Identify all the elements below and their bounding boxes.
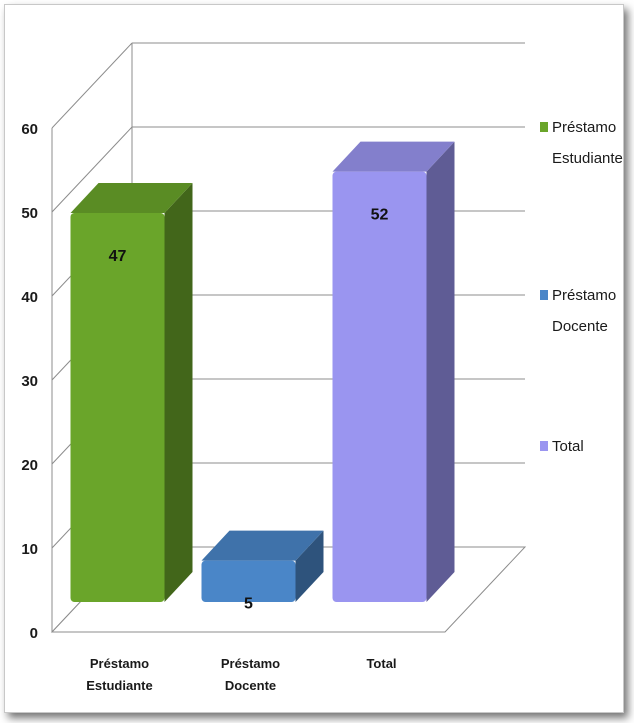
y-tick-label: 20 xyxy=(21,457,38,474)
legend-label: Docente xyxy=(552,318,608,335)
x-category-label: Total xyxy=(366,656,396,671)
x-category-label: Préstamo xyxy=(221,656,280,671)
x-category-label: Préstamo xyxy=(90,656,149,671)
y-tick-label: 0 xyxy=(30,625,38,642)
legend-swatch xyxy=(540,290,548,300)
bar[interactable] xyxy=(70,213,165,602)
y-tick-label: 40 xyxy=(21,289,38,306)
legend-label: Préstamo xyxy=(552,119,616,136)
data-label: 52 xyxy=(371,207,389,224)
gridline-diagonal xyxy=(51,126,133,213)
legend-swatch xyxy=(540,122,548,132)
data-label: 5 xyxy=(244,596,253,613)
y-tick-label: 10 xyxy=(21,541,38,558)
bar[interactable] xyxy=(201,560,296,602)
legend-label: Total xyxy=(552,438,584,455)
y-tick-label: 50 xyxy=(21,205,38,222)
x-category-label: Docente xyxy=(225,678,276,693)
data-label: 47 xyxy=(109,248,127,265)
bar[interactable] xyxy=(332,171,427,603)
y-tick-label: 30 xyxy=(21,373,38,390)
gridline-diagonal xyxy=(51,42,133,129)
legend-label: Estudiante xyxy=(552,150,623,167)
bar-top xyxy=(70,183,193,213)
bar-side xyxy=(426,141,455,603)
legend-swatch xyxy=(540,441,548,451)
bar-side xyxy=(295,530,324,602)
x-category-label: Estudiante xyxy=(86,678,152,693)
legend-label: Préstamo xyxy=(552,287,616,304)
y-tick-label: 60 xyxy=(21,121,38,138)
bar-top xyxy=(332,141,455,172)
bar-top xyxy=(201,530,324,561)
bar-side xyxy=(164,183,193,602)
